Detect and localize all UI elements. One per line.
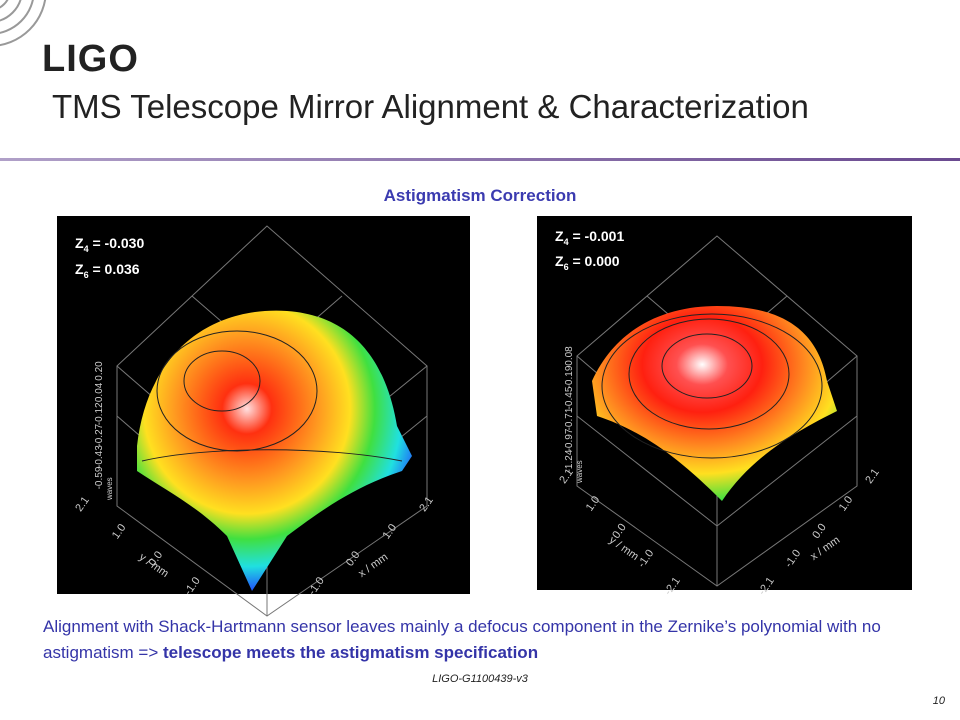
zernike-symbol: Z (75, 235, 84, 251)
contours (601, 313, 823, 459)
page-number: 10 (932, 695, 945, 707)
z-tick-label: -0.59 (94, 466, 105, 489)
zernike-label: Z6 = 0.036 (75, 261, 140, 280)
z-tick-label: -0.43 (94, 445, 105, 468)
zernike-value: = 0.000 (569, 253, 620, 269)
zernike-value: = -0.001 (569, 228, 625, 244)
logo: LIGO (42, 38, 139, 80)
logo-arcs (0, 0, 47, 47)
header-rule (0, 158, 960, 161)
zernike-symbol: Z (75, 261, 84, 277)
zernike-value: = 0.036 (89, 261, 140, 277)
z-tick-label: -0.97 (564, 428, 575, 451)
z-tick-label: -0.12 (94, 402, 105, 425)
subtitle: Astigmatism Correction (383, 186, 577, 205)
zernike-label: Z6 = 0.000 (555, 253, 620, 272)
z-axis-label: waves (575, 460, 584, 484)
z-tick-label: -0.71 (564, 407, 575, 430)
z-tick-label: 0.08 (564, 346, 575, 366)
zernike-index: 4 (564, 237, 569, 247)
zernike-index: 6 (84, 270, 89, 280)
z-tick-label: -0.27 (94, 423, 105, 446)
contours (141, 330, 403, 462)
zernike-label: Z4 = -0.001 (555, 228, 624, 247)
zernike-symbol: Z (555, 228, 564, 244)
z-axis-label: waves (105, 477, 114, 501)
zernike-value: = -0.030 (89, 235, 145, 251)
body-text: Alignment with Shack-Hartmann sensor lea… (43, 614, 943, 666)
z-tick-label: -1.24 (564, 449, 575, 472)
body-plain: Alignment with Shack-Hartmann sensor lea… (43, 617, 881, 662)
surface (137, 310, 412, 591)
title: TMS Telescope Mirror Alignment & Charact… (52, 88, 809, 125)
zernike-index: 6 (564, 262, 569, 272)
z-tick-label: 0.20 (94, 361, 105, 381)
zernike-index: 4 (84, 244, 89, 254)
zernike-label: Z4 = -0.030 (75, 235, 144, 254)
z-tick-label: 0.04 (94, 382, 105, 402)
z-tick-label: -0.45 (564, 386, 575, 409)
doc-id: LIGO-G1100439-v3 (432, 673, 528, 685)
z-tick-label: -0.19 (564, 365, 575, 388)
zernike-symbol: Z (555, 253, 564, 269)
body-bold: telescope meets the astigmatism specific… (163, 643, 539, 662)
surface (592, 306, 837, 501)
